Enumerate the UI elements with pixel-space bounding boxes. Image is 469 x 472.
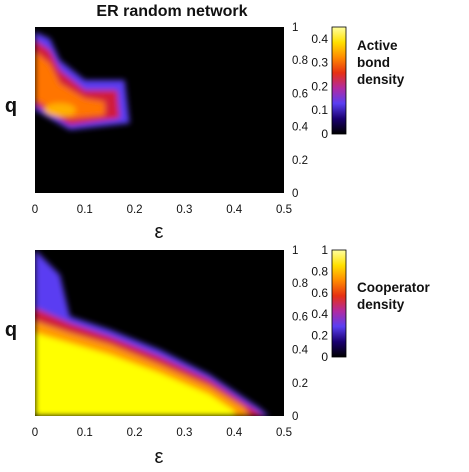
x-tick-label: 0.1	[77, 427, 93, 439]
colorbar-tick-label: 0	[321, 350, 328, 364]
panel-cooperator-density: 0 0.1 0.2 0.3 0.4 0.500.20.40.60.81qε00.20.40…	[5, 243, 431, 468]
x-tick-label: 0.3	[176, 427, 192, 439]
density-peak	[43, 103, 76, 117]
y-tick-label: 1	[292, 245, 298, 257]
y-tick-label: 0.2	[292, 155, 308, 167]
colorbar-label: density	[357, 297, 405, 312]
x-tick-label: 0.5	[276, 427, 292, 439]
y-axis-label: q	[5, 95, 17, 117]
colorbar-tick-label: 0.2	[311, 79, 328, 93]
y-tick-label: 1	[292, 22, 298, 34]
colorbar-tick-label: 0.1	[311, 103, 328, 117]
x-tick-label: 0.4	[226, 204, 243, 216]
colorbar-label: density	[357, 72, 405, 87]
y-tick-label: 0.4	[292, 122, 309, 134]
colorbar-tick-label: 0.3	[311, 56, 328, 70]
colorbar	[331, 26, 347, 135]
y-tick-label: 0.2	[292, 378, 308, 390]
density-region-peak	[35, 333, 235, 416]
y-axis-label: q	[5, 319, 17, 341]
x-tick-label: 0.3	[176, 204, 192, 216]
x-tick-label: 0.4	[226, 427, 243, 439]
x-tick-label: 0.1	[77, 204, 93, 216]
colorbar-tick-label: 1	[321, 243, 328, 257]
colorbar	[331, 249, 347, 358]
y-tick-label: 0.8	[292, 278, 308, 290]
x-axis-label: ε	[155, 221, 164, 243]
colorbar-tick-label: 0	[321, 127, 328, 141]
colorbar-label: Cooperator	[357, 280, 431, 295]
x-tick-label: 0	[32, 427, 38, 439]
colorbar-tick-label: 0.8	[311, 264, 328, 278]
x-tick-label: 0.2	[127, 204, 143, 216]
x-tick-label: 0	[32, 204, 38, 216]
x-tick-label: 0.5	[276, 204, 292, 216]
y-tick-label: 0	[292, 188, 298, 200]
y-tick-label: 0.4	[292, 345, 309, 357]
density-region-high	[35, 51, 105, 119]
y-tick-label: 0.6	[292, 88, 308, 100]
x-tick-label: 0.2	[127, 427, 143, 439]
colorbar-label: bond	[357, 55, 390, 70]
y-tick-label: 0.8	[292, 55, 308, 67]
colorbar-tick-label: 0.4	[311, 307, 328, 321]
colorbar-label: Active	[357, 38, 398, 53]
x-axis-label: ε	[155, 446, 164, 468]
y-tick-label: 0	[292, 411, 298, 423]
figure-title: ER random network	[96, 3, 247, 20]
y-tick-label: 0.6	[292, 311, 308, 323]
panel-active-bond-density: 0 0.1 0.2 0.3 0.4 0.500.20.40.60.81qε00.10.20…	[5, 22, 405, 243]
colorbar-tick-label: 0.2	[311, 329, 328, 343]
colorbar-tick-label: 0.6	[311, 286, 328, 300]
colorbar-tick-label: 0.4	[311, 32, 328, 46]
